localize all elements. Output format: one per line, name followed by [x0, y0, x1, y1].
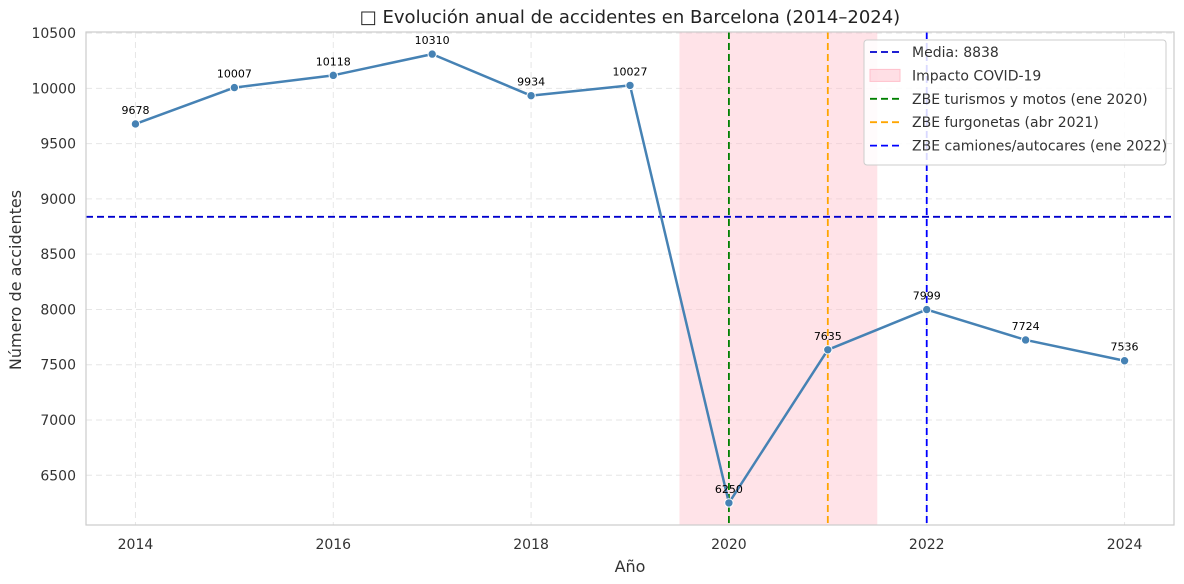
x-tick-label: 2022 [909, 537, 945, 553]
data-point [526, 90, 536, 101]
x-axis-label: Año [615, 557, 646, 576]
x-tick-label: 2024 [1107, 537, 1143, 553]
data-point [328, 70, 338, 81]
y-tick-label: 7500 [40, 358, 76, 374]
plot-frame [85, 31, 1175, 526]
data-point [823, 345, 833, 355]
data-label: 7999 [913, 290, 941, 303]
x-tick-label: 2020 [711, 537, 747, 553]
shaded-region [679, 32, 878, 525]
data-labels: 9678 10007 10118 10310 9934 10027 6250 7635 7999… [121, 34, 1138, 496]
y-axis-ticks: 6500 7000 7500 8000 8500 9000 9500 10000 10500 [31, 26, 76, 484]
data-point [427, 49, 437, 59]
y-tick-label: 6500 [40, 468, 76, 484]
data-point [625, 80, 635, 91]
data-point [1119, 356, 1130, 366]
y-tick-label: 8500 [40, 247, 76, 263]
data-label: 6250 [715, 483, 743, 496]
chart-title: □ Evolución anual de accidentes en Barce… [360, 7, 900, 28]
data-point [130, 119, 141, 129]
data-label: 9678 [121, 104, 149, 117]
data-label: 7635 [814, 330, 842, 343]
legend-items: Media: 8838 Impacto COVID-19 ZBE turismos … [869, 45, 1167, 155]
x-tick-label: 2016 [315, 537, 351, 553]
legend-entry: Media: 8838 [912, 45, 999, 61]
data-point [229, 82, 240, 93]
y-tick-label: 10000 [31, 81, 76, 97]
data-label: 7724 [1012, 320, 1040, 333]
data-point [724, 498, 734, 508]
legend-entry: Impacto COVID-19 [912, 68, 1041, 84]
legend-swatch-patch [869, 68, 901, 82]
data-label: 7536 [1111, 341, 1139, 354]
y-tick-label: 8000 [40, 302, 76, 318]
legend-box [863, 39, 1167, 166]
covid-impact-region [679, 32, 878, 525]
data-series [130, 49, 1130, 508]
y-tick-label: 10500 [31, 26, 76, 42]
legend: Media: 8838 Impacto COVID-19 ZBE turismos … [863, 39, 1167, 166]
y-tick-label: 7000 [40, 413, 76, 429]
data-label: 10310 [415, 34, 450, 47]
data-point [1020, 335, 1031, 345]
y-axis-label: Número de accidentes [6, 190, 25, 370]
data-label: 10118 [316, 55, 351, 68]
y-tick-label: 9000 [40, 192, 76, 208]
x-tick-label: 2014 [118, 537, 154, 553]
data-label: 9934 [517, 76, 545, 89]
data-point [922, 304, 932, 315]
legend-entry: ZBE furgonetas (abr 2021) [912, 115, 1099, 131]
data-label: 10027 [613, 65, 648, 78]
y-tick-label: 9500 [40, 137, 76, 153]
legend-entry: ZBE camiones/autocares (ene 2022) [912, 139, 1167, 155]
legend-entry: ZBE turismos y motos (ene 2020) [912, 92, 1148, 108]
data-label: 10007 [217, 68, 252, 81]
x-axis-ticks: 2014 2016 2018 2020 2022 2024 [118, 537, 1143, 553]
x-tick-label: 2018 [513, 537, 549, 553]
